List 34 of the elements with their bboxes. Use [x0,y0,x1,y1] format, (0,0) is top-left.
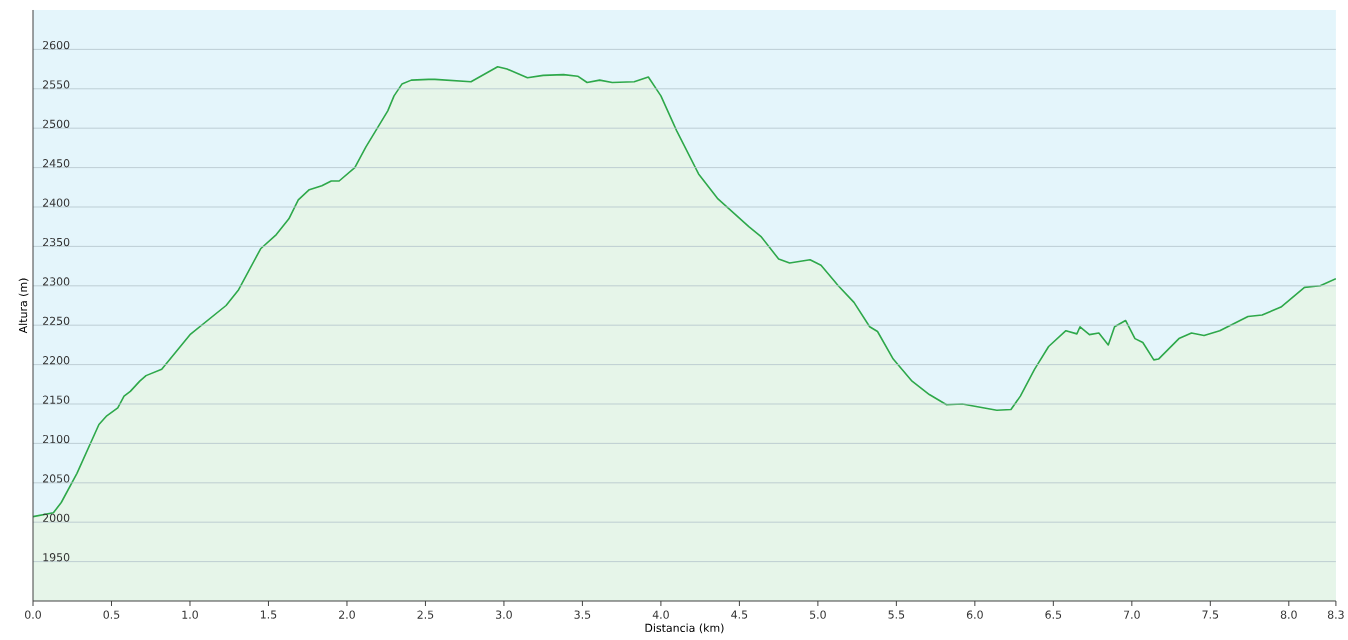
y-tick-label: 1950 [43,553,70,562]
y-tick-label: 2250 [42,316,70,325]
y-tick-label: 2100 [42,434,70,444]
x-tick-label: 5.5 [888,610,905,619]
x-tick-label: 4.5 [731,610,748,619]
y-tick-label: 2000 [42,513,70,522]
x-tick-label: 0.0 [25,610,41,619]
y-tick-label: 2300 [42,277,70,286]
x-tick-label: 2.5 [417,610,434,619]
y-tick-label: 2050 [42,474,70,483]
x-tick-label: 1.5 [260,610,277,619]
x-tick-label: 4.0 [652,610,669,619]
x-tick-label: 0.5 [103,610,120,619]
y-tick-label: 2150 [42,395,70,404]
y-tick-label: 2350 [42,237,70,247]
x-tick-label: 7.5 [1202,610,1219,619]
x-tick-label: 3.5 [574,610,591,619]
y-tick-label: 2450 [42,159,70,168]
x-tick-label: 8.0 [1280,610,1297,619]
x-axis-title: Distancia (km) [645,623,724,634]
x-tick-label: 6.0 [966,610,983,619]
x-tick-label: 2.0 [339,610,355,619]
y-tick-label: 2600 [42,40,70,50]
y-axis-title: Altura (m) [18,278,29,334]
x-tick-label: 3.0 [496,610,512,619]
x-tick-label: 7.0 [1124,610,1140,619]
x-tick-label: 8.3 [1327,610,1344,619]
x-tick-label: 1.0 [182,610,198,619]
x-tick-label: 6.5 [1045,610,1062,619]
y-tick-label: 2500 [42,119,70,128]
x-tick-label: 5.0 [810,610,826,619]
y-tick-label: 2400 [42,198,70,207]
y-tick-label: 2200 [42,356,70,365]
y-tick-label: 2550 [42,80,70,89]
